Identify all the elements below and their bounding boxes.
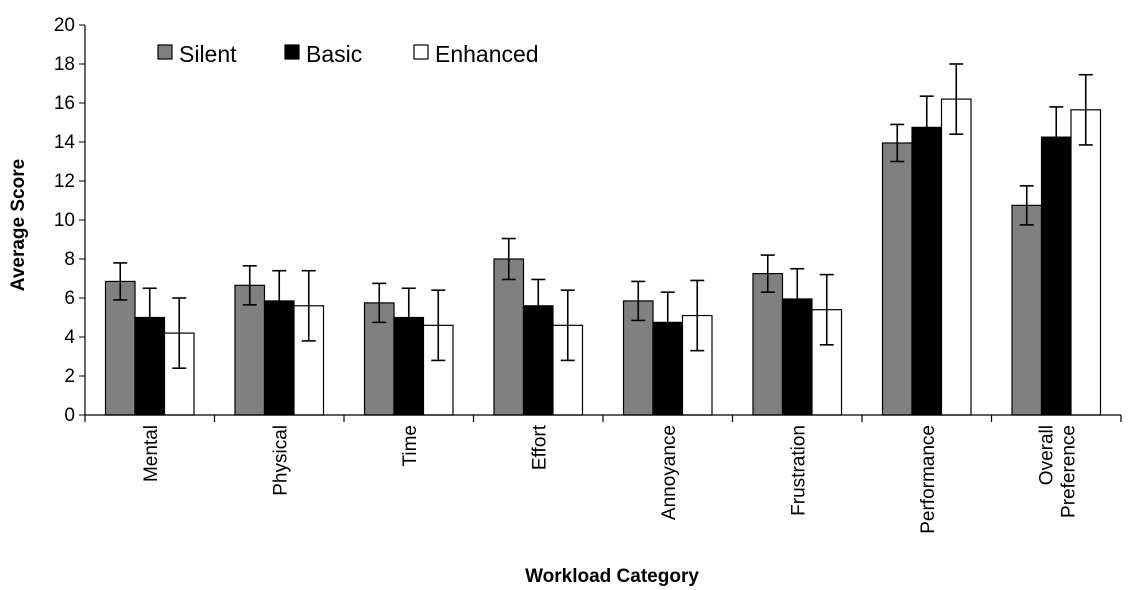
x-category-label-line: Performance (918, 425, 939, 534)
bar-basic (911, 126, 943, 416)
x-axis-title: Workload Category (525, 566, 699, 587)
bar-enhanced (1070, 109, 1102, 416)
y-tick-label: 2 (64, 366, 75, 387)
legend: Silent Basic Enhanced (157, 41, 539, 67)
y-tick-label: 4 (64, 327, 75, 348)
legend-swatch-basic (284, 44, 300, 60)
legend-swatch-enhanced (413, 44, 429, 60)
x-category-label-line: Effort (529, 424, 550, 470)
bar-silent (881, 142, 913, 416)
x-category-label: Frustration (788, 425, 809, 516)
x-category-label-line: Annoyance (659, 425, 680, 520)
x-category-label-line: Time (400, 425, 421, 467)
x-category-label-line: Physical (270, 425, 291, 496)
legend-swatch-silent (157, 44, 173, 60)
bar-basic (1040, 136, 1072, 416)
bar-silent (493, 258, 525, 416)
x-category-label-line: Preference (1058, 425, 1079, 518)
y-tick-label: 14 (54, 132, 76, 153)
y-tick-label: 0 (64, 405, 75, 426)
x-category-label: OverallPreference (1036, 425, 1079, 518)
bars (104, 98, 1102, 416)
x-axis-category-labels: Mental Physical Time Effort Annoyance Frustra… (141, 424, 1080, 534)
x-category-label: Annoyance (659, 425, 680, 520)
x-category-label: Mental (141, 425, 162, 482)
x-category-label: Effort (529, 424, 550, 470)
axes (84, 25, 1122, 422)
bar-silent (1011, 204, 1043, 416)
y-tick-label: 12 (54, 171, 75, 192)
y-tick-label: 18 (54, 54, 75, 75)
y-axis-title: Average Score (8, 159, 29, 291)
x-category-label-line: Overall (1036, 425, 1057, 485)
y-tick-label: 8 (64, 249, 75, 270)
bar-enhanced (940, 98, 972, 416)
bar-silent (752, 273, 784, 416)
bar-silent (104, 280, 136, 416)
x-category-label-line: Mental (141, 425, 162, 482)
error-bars (113, 63, 1093, 370)
y-tick-label: 16 (54, 93, 75, 114)
x-category-label: Time (400, 425, 421, 467)
x-category-label: Physical (270, 425, 291, 496)
y-tick-label: 20 (54, 15, 75, 36)
y-axis-ticks: 0 2 4 6 8 10 12 14 16 18 20 (54, 15, 85, 426)
legend-label-enhanced: Enhanced (435, 41, 539, 67)
y-tick-label: 10 (54, 210, 75, 231)
y-tick-label: 6 (64, 288, 75, 309)
legend-label-basic: Basic (306, 41, 362, 67)
x-category-label-line: Frustration (788, 425, 809, 516)
x-category-label: Performance (918, 425, 939, 534)
legend-label-silent: Silent (179, 41, 237, 67)
